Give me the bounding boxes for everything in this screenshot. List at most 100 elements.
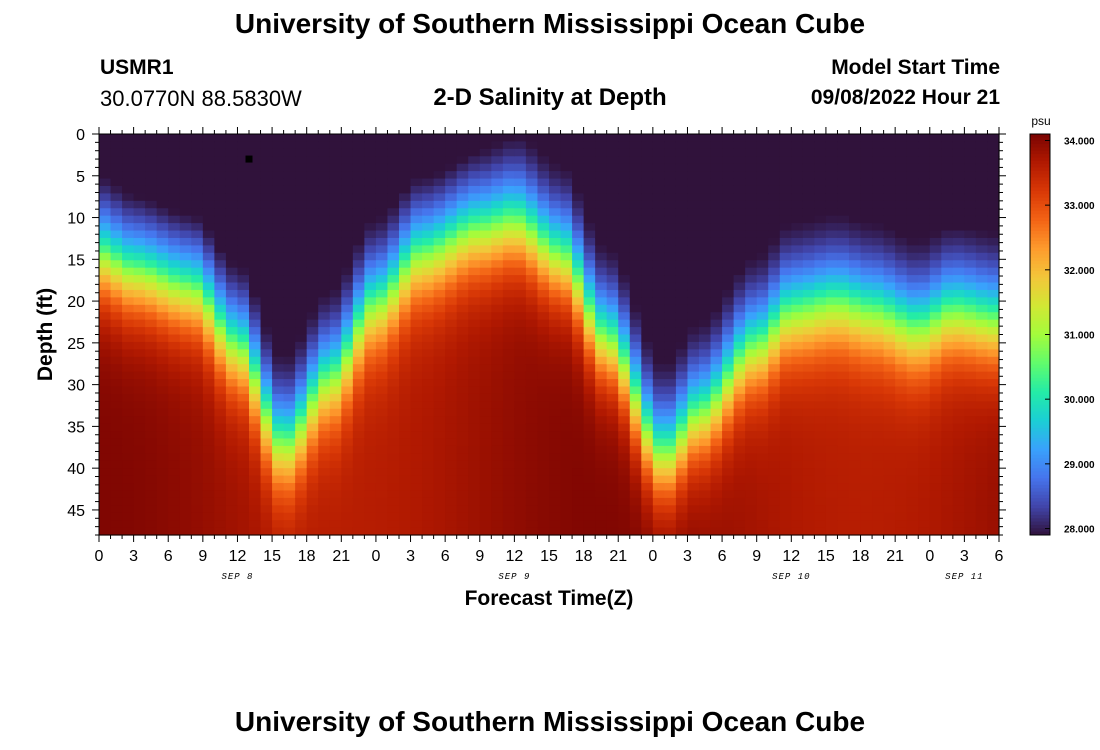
heatmap-cell bbox=[214, 297, 227, 306]
heatmap-cell bbox=[364, 163, 377, 172]
heatmap-cell bbox=[502, 208, 515, 217]
heatmap-cell bbox=[687, 178, 700, 187]
heatmap-cell bbox=[791, 275, 804, 284]
x-tick-label: 12 bbox=[505, 548, 523, 565]
heatmap-cell bbox=[837, 275, 850, 284]
heatmap-cell bbox=[779, 178, 792, 187]
heatmap-cell bbox=[860, 319, 873, 328]
heatmap-cell bbox=[687, 505, 700, 514]
heatmap-cell bbox=[987, 512, 1000, 521]
heatmap-cell bbox=[283, 260, 296, 269]
heatmap-cell bbox=[560, 512, 573, 521]
heatmap-cell bbox=[225, 468, 239, 477]
heatmap-cell bbox=[202, 193, 215, 202]
heatmap-cell bbox=[191, 289, 204, 298]
heatmap-cell bbox=[595, 156, 608, 165]
heatmap-cell bbox=[225, 460, 239, 469]
heatmap-cell bbox=[768, 134, 781, 143]
heatmap-cell bbox=[987, 408, 1000, 417]
heatmap-cell bbox=[168, 267, 181, 276]
heatmap-cell bbox=[491, 215, 504, 224]
heatmap-cell bbox=[606, 334, 619, 343]
heatmap-cell bbox=[445, 289, 458, 298]
heatmap-cell bbox=[837, 156, 850, 165]
heatmap-cell bbox=[549, 134, 562, 143]
heatmap-cell bbox=[756, 393, 769, 402]
heatmap-cell bbox=[249, 230, 262, 239]
heatmap-cell bbox=[825, 423, 839, 432]
heatmap-cell bbox=[110, 379, 123, 388]
heatmap-cell bbox=[618, 193, 631, 202]
heatmap-cell bbox=[502, 408, 515, 417]
heatmap-cell bbox=[514, 141, 527, 150]
heatmap-cell bbox=[468, 178, 481, 187]
heatmap-cell bbox=[872, 334, 885, 343]
heatmap-cell bbox=[525, 252, 539, 261]
heatmap-cell bbox=[145, 327, 158, 336]
heatmap-cell bbox=[929, 497, 942, 506]
heatmap-cell bbox=[652, 304, 665, 313]
heatmap-cell bbox=[537, 475, 550, 484]
heatmap-cell bbox=[699, 527, 712, 536]
heatmap-cell bbox=[664, 260, 677, 269]
colorbar-segment bbox=[1030, 214, 1050, 219]
heatmap-cell bbox=[179, 312, 192, 321]
heatmap-cell bbox=[768, 327, 781, 336]
heatmap-cell bbox=[168, 282, 181, 291]
heatmap-cell bbox=[272, 460, 285, 469]
heatmap-cell bbox=[710, 215, 723, 224]
heatmap-cell bbox=[410, 148, 423, 157]
heatmap-cell bbox=[918, 327, 931, 336]
heatmap-cell bbox=[99, 304, 112, 313]
heatmap-cell bbox=[802, 304, 815, 313]
colorbar-segment bbox=[1030, 237, 1050, 242]
heatmap-cell bbox=[837, 475, 850, 484]
heatmap-cell bbox=[225, 334, 239, 343]
heatmap-cell bbox=[675, 445, 689, 454]
heatmap-cell bbox=[918, 341, 931, 350]
heatmap-cell bbox=[399, 460, 412, 469]
heatmap-cell bbox=[399, 505, 412, 514]
heatmap-cell bbox=[583, 215, 596, 224]
heatmap-cell bbox=[745, 423, 758, 432]
heatmap-cell bbox=[837, 460, 850, 469]
heatmap-cell bbox=[883, 327, 896, 336]
heatmap-cell bbox=[975, 445, 989, 454]
heatmap-cell bbox=[987, 312, 1000, 321]
colorbar-segment bbox=[1030, 531, 1050, 536]
heatmap-cell bbox=[872, 282, 885, 291]
heatmap-cell bbox=[560, 408, 573, 417]
heatmap-cell bbox=[549, 148, 562, 157]
heatmap-cell bbox=[629, 438, 642, 447]
figure-title: University of Southern Mississippi Ocean… bbox=[234, 8, 866, 39]
heatmap-cell bbox=[837, 327, 850, 336]
heatmap-cell bbox=[145, 497, 158, 506]
heatmap-cell bbox=[272, 215, 285, 224]
heatmap-cell bbox=[422, 275, 435, 284]
heatmap-cell bbox=[514, 445, 527, 454]
heatmap-cell bbox=[479, 215, 492, 224]
heatmap-cell bbox=[964, 148, 977, 157]
heatmap-cell bbox=[433, 438, 446, 447]
heatmap-cell bbox=[514, 475, 527, 484]
heatmap-cell bbox=[791, 319, 804, 328]
heatmap-cell bbox=[802, 230, 815, 239]
heatmap-cell bbox=[422, 460, 435, 469]
heatmap-cell bbox=[964, 282, 977, 291]
heatmap-cell bbox=[168, 416, 181, 425]
heatmap-cell bbox=[641, 408, 654, 417]
heatmap-cell bbox=[295, 304, 308, 313]
heatmap-cell bbox=[445, 245, 458, 254]
heatmap-cell bbox=[399, 289, 412, 298]
heatmap-cell bbox=[768, 275, 781, 284]
heatmap-cell bbox=[745, 215, 758, 224]
heatmap-cell bbox=[825, 282, 839, 291]
heatmap-cell bbox=[825, 386, 839, 395]
heatmap-cell bbox=[456, 393, 469, 402]
heatmap-cell bbox=[560, 230, 573, 239]
heatmap-cell bbox=[606, 245, 619, 254]
heatmap-cell bbox=[918, 156, 931, 165]
heatmap-cell bbox=[375, 319, 389, 328]
heatmap-cell bbox=[375, 438, 389, 447]
heatmap-cell bbox=[99, 178, 112, 187]
